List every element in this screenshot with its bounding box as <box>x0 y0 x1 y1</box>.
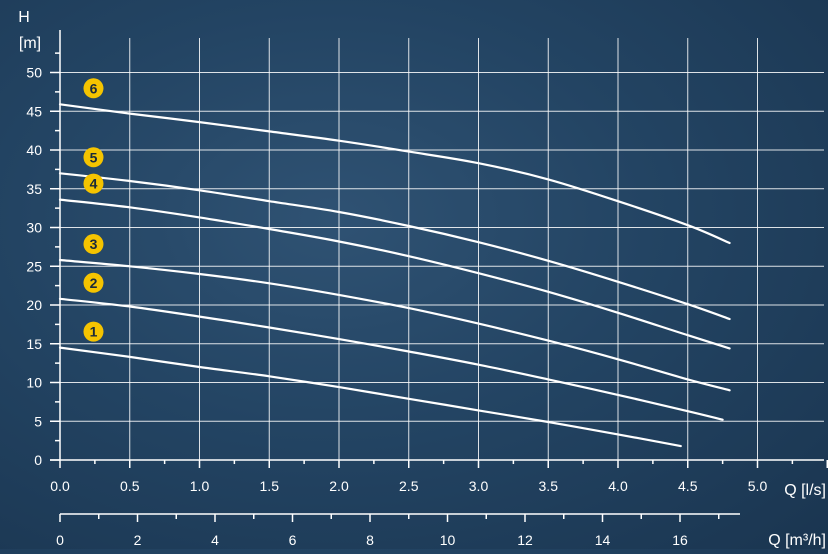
badge-6 <box>83 78 104 99</box>
series-curves <box>58 103 731 448</box>
y-tick-label: 10 <box>26 375 42 391</box>
badge-label-5: 5 <box>90 149 98 165</box>
y-tick-label: 20 <box>26 297 42 313</box>
x2-tick-label: 4 <box>211 532 219 548</box>
x-axis-title: Q [l/s] <box>784 482 826 499</box>
x-tick-label: 4.5 <box>678 478 698 494</box>
x2-tick-label: 0 <box>56 532 64 548</box>
y-tick-label: 15 <box>26 336 42 352</box>
curve-6 <box>58 103 731 245</box>
y-tick-label: 35 <box>26 181 42 197</box>
grid <box>60 38 824 460</box>
y-tick-label: 40 <box>26 142 42 158</box>
x2-tick-label: 14 <box>595 532 611 548</box>
axes: H [m] Q [l/s] Q [m³/h] 0.0 0.5 1.0 1.5 2.0 2.… <box>18 9 828 549</box>
badge-label-6: 6 <box>90 80 98 96</box>
y-tick-label: 0 <box>34 452 42 468</box>
x-tick-label: 1.0 <box>190 478 210 494</box>
badge-label-4: 4 <box>90 176 98 192</box>
y-tick-label: 50 <box>26 65 42 81</box>
x-tick-label: 1.5 <box>260 478 280 494</box>
x2-tick-label: 8 <box>366 532 374 548</box>
x-tick-label: 5.0 <box>748 478 768 494</box>
y-tick-label: 30 <box>26 220 42 236</box>
x-tick-label: 3.5 <box>539 478 559 494</box>
badge-4 <box>83 173 104 194</box>
y-tick-label: 45 <box>26 103 42 119</box>
x-tick-label: 4.0 <box>608 478 628 494</box>
x2-axis-title: Q [m³/h] <box>768 532 826 549</box>
x2-tick-label: 16 <box>672 532 688 548</box>
curve-2 <box>58 297 724 421</box>
badge-label-3: 3 <box>90 236 98 252</box>
x-tick-label: 3.0 <box>469 478 489 494</box>
x-tick-label: 2.5 <box>399 478 419 494</box>
badge-1 <box>83 321 104 342</box>
y-axis-unit: [m] <box>19 35 41 52</box>
x-tick-label: 0.0 <box>50 478 70 494</box>
x2-tick-label: 12 <box>517 532 533 548</box>
badge-3 <box>83 234 104 255</box>
badge-5 <box>83 147 104 168</box>
x-tick-label: 0.5 <box>120 478 140 494</box>
y-axis-title: H <box>18 9 30 26</box>
x2-tick-label: 10 <box>440 532 456 548</box>
series-badges: 1 2 3 4 5 6 <box>83 78 104 342</box>
badge-label-2: 2 <box>90 275 98 291</box>
badge-label-1: 1 <box>90 324 98 340</box>
x-tick-label: 2.0 <box>329 478 349 494</box>
badge-2 <box>83 272 104 293</box>
x2-tick-label: 2 <box>134 532 142 548</box>
curve-5 <box>58 172 731 321</box>
y-tick-label: 25 <box>26 258 42 274</box>
y-tick-label: 5 <box>34 413 42 429</box>
curve-1 <box>58 346 682 448</box>
x2-tick-label: 6 <box>289 532 297 548</box>
curve-3 <box>58 258 731 392</box>
curve-4 <box>58 198 731 350</box>
